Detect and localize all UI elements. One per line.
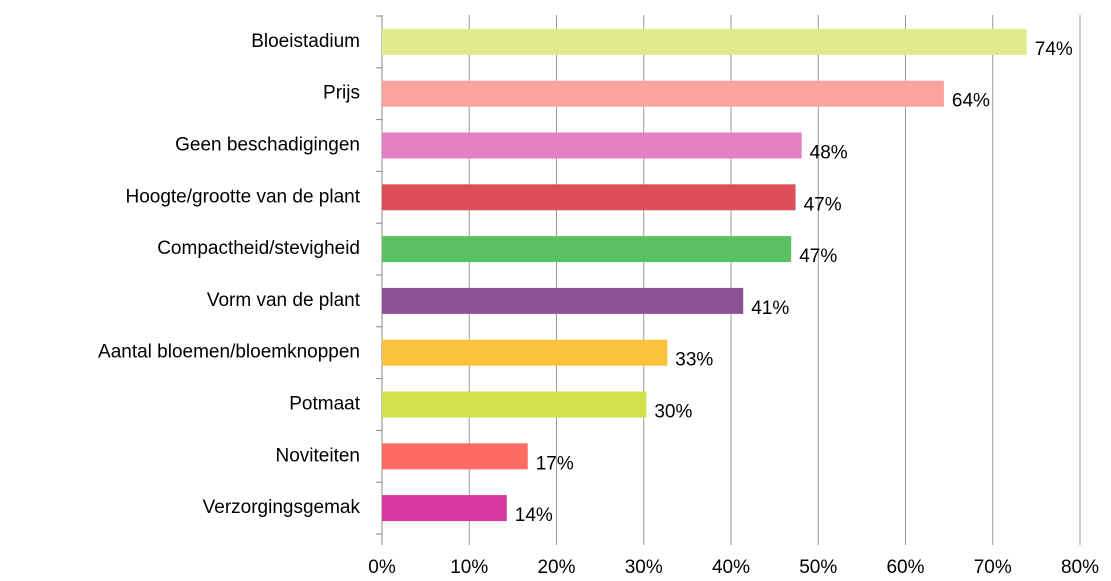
value-label: 30%: [654, 402, 692, 423]
y-tick-label: Geen beschadigingen: [175, 135, 360, 156]
value-label: 14%: [515, 505, 553, 526]
bar: [382, 28, 1027, 55]
bar: [382, 339, 668, 366]
value-label: 47%: [804, 194, 842, 215]
value-label: 48%: [810, 143, 848, 164]
y-tick-label: Prijs: [323, 83, 360, 104]
bar: [382, 443, 528, 470]
value-label: 74%: [1035, 39, 1073, 60]
x-tick-label: 70%: [974, 557, 1012, 578]
value-label: 33%: [675, 350, 713, 371]
bar: [382, 236, 792, 263]
x-tick-label: 30%: [625, 557, 663, 578]
value-label: 64%: [952, 91, 990, 112]
x-tick-label: 0%: [368, 557, 396, 578]
bar: [382, 495, 507, 522]
value-label: 47%: [799, 246, 837, 267]
y-tick-label: Compactheid/stevigheid: [157, 238, 360, 259]
x-tick-label: 80%: [1061, 557, 1099, 578]
x-tick-label: 50%: [799, 557, 837, 578]
y-tick-label: Noviteiten: [276, 445, 361, 466]
value-label: 41%: [751, 298, 789, 319]
y-tick-label: Potmaat: [289, 394, 360, 415]
x-tick-label: 20%: [537, 557, 575, 578]
value-label: 17%: [536, 453, 574, 474]
x-tick-label: 40%: [712, 557, 750, 578]
y-tick-label: Hoogte/grootte van de plant: [125, 186, 360, 207]
y-tick-label: Verzorgingsgemak: [203, 497, 361, 518]
bar: [382, 80, 944, 107]
y-tick-label: Aantal bloemen/bloemknoppen: [98, 342, 360, 363]
bar: [382, 132, 802, 159]
y-tick-label: Vorm van de plant: [207, 290, 361, 311]
bar: [382, 184, 796, 211]
bar: [382, 287, 744, 314]
bar: [382, 391, 647, 418]
x-tick-label: 10%: [450, 557, 488, 578]
x-tick-label: 60%: [886, 557, 924, 578]
y-tick-label: Bloeistadium: [251, 31, 360, 52]
